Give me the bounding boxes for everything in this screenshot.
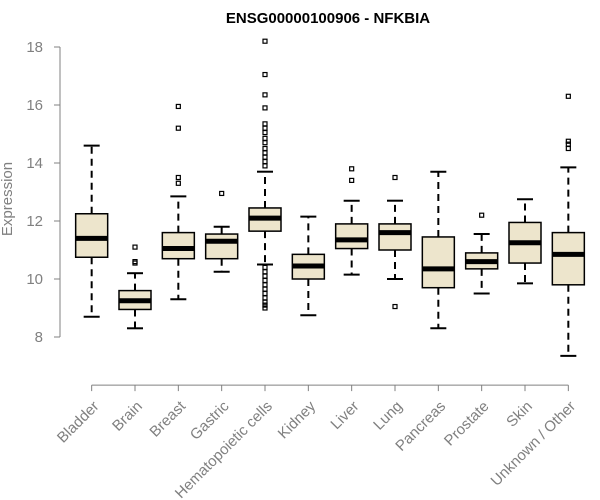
outlier-point — [262, 145, 268, 152]
outlier-point — [479, 212, 485, 218]
outlier-point — [262, 277, 268, 284]
x-tick-label-5: Kidney — [275, 398, 320, 443]
outlier-point — [262, 92, 268, 98]
outlier-point — [262, 290, 268, 297]
box-11 — [551, 93, 586, 357]
outlier-point — [262, 135, 268, 141]
outlier-point — [262, 286, 268, 292]
box-rect — [378, 223, 412, 251]
outlier-point — [392, 303, 398, 310]
x-tick-label-7: Lung — [370, 398, 406, 434]
box-rect — [74, 213, 109, 258]
box-rect — [161, 231, 196, 260]
box-7 — [378, 174, 412, 310]
x-tick-label-6: Liver — [327, 398, 362, 433]
outlier-point — [262, 140, 268, 146]
y-axis: 8 10 12 14 16 18 — [26, 39, 61, 346]
outlier-point — [262, 71, 268, 78]
box-10 — [508, 198, 542, 285]
outlier-point — [392, 174, 398, 181]
outlier-point — [262, 129, 268, 136]
outlier-point — [565, 138, 571, 144]
outlier-point — [262, 269, 268, 275]
box-rect — [334, 223, 369, 250]
box-6 — [334, 166, 369, 276]
box-2 — [161, 103, 196, 301]
outlier-point — [349, 166, 355, 172]
outlier-point — [262, 305, 268, 311]
outlier-point — [262, 264, 268, 270]
outlier-point — [565, 145, 571, 152]
outlier-point — [262, 163, 268, 169]
box-rect — [421, 236, 456, 289]
y-tick-label-3: 14 — [26, 155, 43, 172]
x-tick-label-9: Prostate — [441, 398, 493, 450]
outlier-point — [565, 141, 571, 147]
box-9 — [464, 212, 499, 295]
x-tick-label-1: Brain — [109, 398, 146, 435]
outlier-point — [262, 125, 268, 131]
outlier-point — [175, 174, 181, 181]
y-tick-label-1: 10 — [26, 271, 43, 288]
box-rect — [551, 231, 586, 286]
outlier-point — [565, 93, 571, 99]
y-tick-label-2: 12 — [26, 213, 43, 230]
box-3 — [204, 190, 239, 273]
outlier-point — [219, 190, 225, 197]
outlier-point — [262, 158, 268, 165]
x-tick-label-0: Bladder — [54, 398, 103, 447]
y-tick-label-4: 16 — [26, 97, 43, 114]
box-rect — [204, 233, 239, 260]
x-tick-label-10: Skin — [503, 398, 536, 431]
outlier-point — [262, 105, 268, 111]
outlier-point — [175, 125, 181, 131]
outlier-point — [262, 282, 268, 288]
outlier-point — [132, 259, 138, 265]
outlier-point — [262, 121, 268, 127]
box-4 — [248, 38, 282, 311]
box-0 — [74, 144, 109, 318]
outlier-point — [262, 38, 268, 44]
y-tick-label-0: 8 — [35, 329, 43, 346]
boxes-group — [74, 38, 586, 357]
y-tick-label-5: 18 — [26, 39, 43, 56]
outlier-point — [262, 302, 268, 308]
outlier-point — [262, 154, 268, 160]
outlier-point — [262, 150, 268, 156]
outlier-point — [132, 244, 138, 250]
box-8 — [421, 170, 456, 330]
box-5 — [291, 215, 326, 317]
outlier-point — [262, 273, 268, 279]
chart-title: ENSG00000100906 - NFKBIA — [226, 10, 430, 27]
box-1 — [118, 244, 152, 330]
outlier-point — [175, 103, 181, 110]
x-tick-label-2: Breast — [146, 397, 189, 440]
y-axis-label: Expression — [0, 162, 16, 236]
outlier-point — [349, 177, 355, 183]
outlier-point — [262, 295, 268, 301]
outlier-point — [175, 180, 181, 186]
